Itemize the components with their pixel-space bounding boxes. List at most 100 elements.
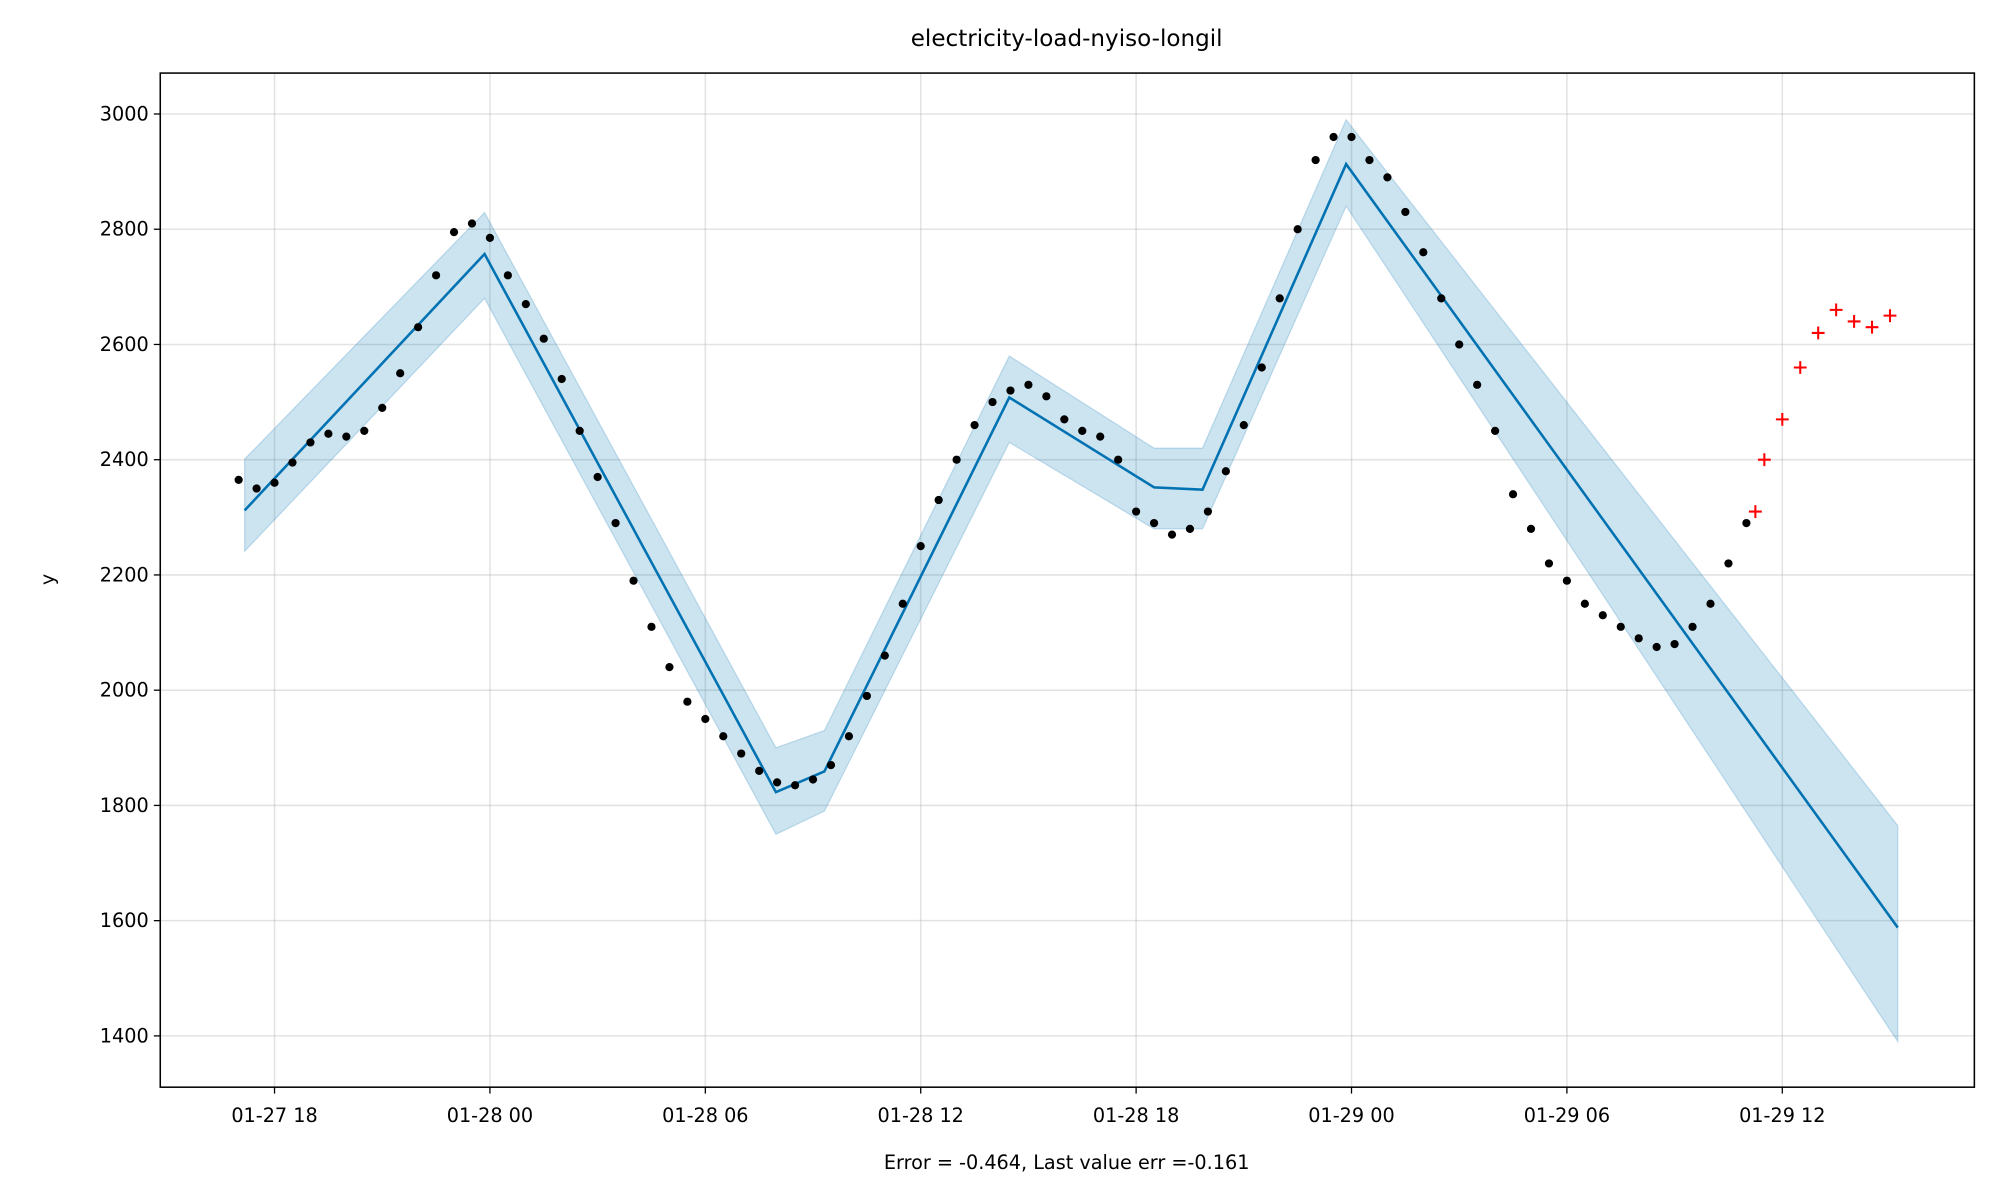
observed-point [916,542,925,551]
observed-point [1562,576,1572,585]
observed-point [593,472,602,482]
observed-point [970,421,979,430]
observed-point [665,663,674,672]
observed-point [1706,599,1715,608]
observed-point [1473,380,1482,389]
observed-point [737,749,746,758]
observed-point [1347,132,1356,142]
observed-point [880,651,889,660]
observed-point [1508,490,1518,499]
x-axis-label: Error = -0.464, Last value err =-0.161 [884,1151,1250,1174]
observed-point [1419,248,1428,257]
y-tick-label: 2000 [100,679,149,702]
observed-point [611,518,620,528]
y-tick-label: 2200 [100,563,149,586]
observed-point [1742,518,1751,528]
observed-point [539,334,548,343]
observed-point [1652,642,1661,652]
observed-point [1149,518,1159,528]
observed-point [396,369,405,378]
test-point [1865,320,1879,334]
observed-point [934,495,943,505]
observed-point [234,475,243,484]
observed-point [1293,225,1302,234]
observed-point [1114,455,1123,464]
observed-point [1437,294,1446,303]
y-tick-label: 2600 [100,333,149,356]
y-tick-label: 2800 [100,218,149,241]
plot-area [234,118,1899,1044]
observed-point [1365,155,1374,165]
observed-point [1185,524,1195,533]
test-point [1847,315,1861,328]
observed-point [1670,639,1679,649]
observed-point [1275,294,1284,303]
observed-point [431,271,441,280]
test-point [1883,309,1897,323]
x-tick-label: 01-28 18 [1093,1104,1179,1127]
observed-point [1257,363,1266,372]
observed-point [1167,530,1177,539]
observed-point [1042,392,1051,401]
observed-point [557,374,566,384]
observed-point [1203,507,1213,516]
observed-point [773,778,782,787]
observed-point [755,766,764,775]
observed-point [862,691,871,701]
observed-point [414,323,423,332]
x-tick-label: 01-29 06 [1524,1104,1610,1127]
observed-point [485,233,495,242]
axes-frame [159,72,1976,1088]
observed-point [1221,467,1230,476]
observed-point [898,599,907,608]
observed-point [1401,207,1410,217]
observed-point [288,458,297,467]
observed-point [575,426,584,435]
test-point [1775,412,1789,426]
observed-point [252,484,261,493]
observed-point [1544,559,1554,568]
observed-point [503,271,512,280]
observed-point [270,478,279,487]
observed-point [844,732,854,741]
observed-point [1096,432,1105,441]
observed-point [1455,340,1464,349]
observed-point [988,397,997,407]
observed-point [1688,622,1697,631]
x-tick-label: 01-29 12 [1739,1104,1825,1127]
observed-point [1239,421,1248,430]
x-tick-label: 01-27 18 [231,1104,317,1127]
observed-point [306,438,315,447]
x-tick-label: 01-28 06 [662,1104,748,1127]
observed-point [952,455,961,464]
observed-point [378,403,387,412]
observed-point [1024,380,1033,389]
observed-point [1078,426,1087,435]
observed-point [647,622,656,631]
observed-point [1634,634,1643,643]
observed-point [808,775,818,784]
test-point [1748,505,1762,518]
confidence-band [243,118,1899,1044]
y-tick-label: 1800 [100,794,149,817]
observed-point [467,219,477,228]
observed-point [1311,155,1320,165]
test-point [1757,453,1771,467]
observed-point [1060,415,1069,424]
test-point [1793,361,1807,374]
observed-point [1616,622,1625,631]
y-tick-label: 3000 [100,102,149,125]
observed-point [1526,524,1536,533]
y-tick-label: 1600 [100,909,149,932]
x-tick-label: 01-28 00 [447,1104,533,1127]
observed-point [521,300,530,309]
observed-point [1598,611,1607,620]
observed-point [1724,559,1733,568]
observed-point [629,576,638,585]
observed-point [1329,132,1338,142]
chart-title: electricity-load-nyiso-longil [911,26,1223,52]
observed-point [1006,386,1015,395]
y-tick-label: 1400 [100,1024,149,1047]
